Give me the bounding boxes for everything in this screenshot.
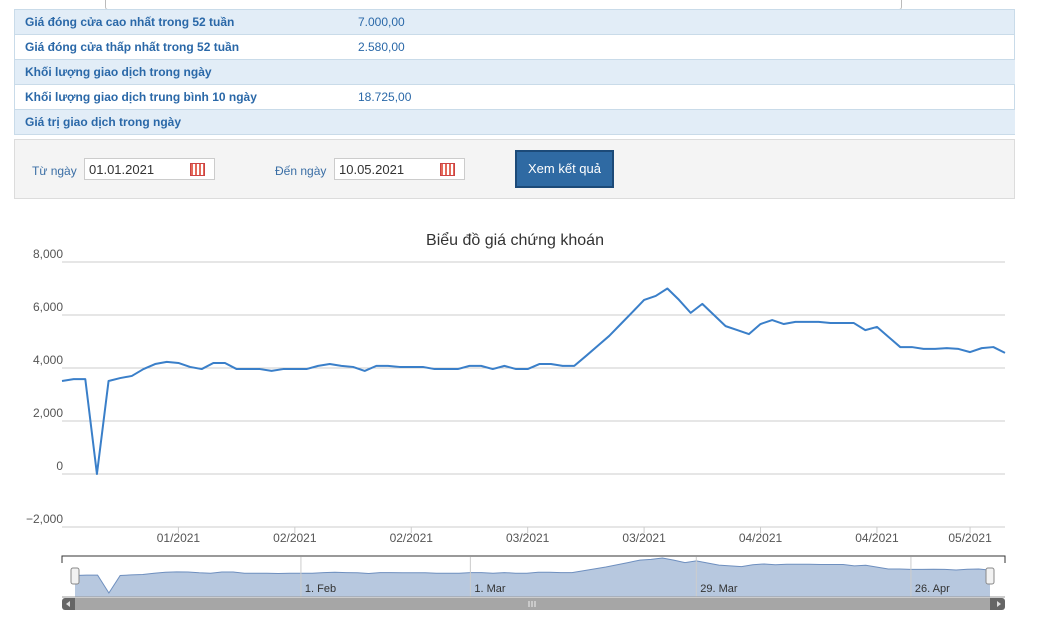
y-tick-label: 2,000 (33, 406, 63, 420)
navigator-handle[interactable] (985, 567, 995, 585)
y-tick-label: −2,000 (26, 512, 63, 526)
x-tick-label: 01/2021 (157, 531, 201, 545)
navigator-label: 26. Apr (915, 583, 950, 595)
row-label: Giá trị giao dịch trong ngày (14, 109, 1015, 135)
to-value: 10.05.2021 (339, 162, 405, 177)
submit-button[interactable]: Xem kết quả (515, 150, 614, 188)
x-tick-label: 05/2021 (948, 531, 992, 545)
y-tick-label: 4,000 (33, 353, 63, 367)
to-input[interactable]: 10.05.2021 (334, 158, 465, 180)
calendar-icon[interactable] (190, 163, 205, 176)
to-label: Đến ngày (275, 164, 327, 178)
row-value: 7.000,00 (348, 9, 1015, 35)
row-label: Khối lượng giao dịch trung bình 10 ngày (14, 84, 348, 110)
navigator-line (74, 557, 991, 594)
info-table: Giá đóng cửa cao nhất trong 52 tuần 7.000… (14, 9, 1015, 135)
row-value: 2.580,00 (348, 34, 1015, 60)
row-label: Khối lượng giao dịch trong ngày (14, 59, 1015, 85)
scroll-arrow (997, 601, 1001, 607)
table-row: Giá đóng cửa thấp nhất trong 52 tuần 2.58… (14, 34, 1015, 60)
y-tick-label: 8,000 (33, 247, 63, 261)
navigator-area (75, 558, 990, 597)
chart-title: Biểu đồ giá chứng khoán (426, 231, 604, 249)
x-tick-label: 02/2021 (273, 531, 317, 545)
table-row: Giá trị giao dịch trong ngày (14, 109, 1015, 135)
x-tick-label: 04/2021 (855, 531, 899, 545)
table-row: Khối lượng giao dịch trung bình 10 ngày 1… (14, 84, 1015, 110)
from-value: 01.01.2021 (89, 162, 155, 177)
x-tick-label: 03/2021 (622, 531, 666, 545)
scrollbar-track (62, 598, 1005, 610)
navigator-label: 1. Feb (305, 583, 336, 595)
date-form: Từ ngày 01.01.2021 Đến ngày 10.05.2021 X… (14, 139, 1015, 199)
y-tick-label: 6,000 (33, 300, 63, 314)
price-line (61, 287, 1006, 475)
row-label: Giá đóng cửa thấp nhất trong 52 tuần (14, 34, 348, 60)
table-row: Khối lượng giao dịch trong ngày (14, 59, 1015, 85)
navigator-handle[interactable] (70, 567, 80, 585)
navigator-label: 29. Mar (700, 583, 738, 595)
calendar-icon[interactable] (440, 163, 455, 176)
browser-bar (0, 0, 1050, 10)
table-row: Giá đóng cửa cao nhất trong 52 tuần 7.000… (14, 9, 1015, 35)
navigator-label: 1. Mar (474, 583, 506, 595)
scroll-arrow (66, 601, 70, 607)
row-value: 18.725,00 (348, 84, 1015, 110)
y-tick-label: 0 (56, 459, 63, 473)
from-label: Từ ngày (32, 164, 77, 178)
scrollbar-thumb (75, 598, 990, 610)
x-tick-label: 04/2021 (739, 531, 783, 545)
from-input[interactable]: 01.01.2021 (84, 158, 215, 180)
navigator-frame (61, 555, 1006, 563)
row-label: Giá đóng cửa cao nhất trong 52 tuần (14, 9, 348, 35)
x-tick-label: 03/2021 (506, 531, 550, 545)
x-tick-label: 02/2021 (390, 531, 434, 545)
